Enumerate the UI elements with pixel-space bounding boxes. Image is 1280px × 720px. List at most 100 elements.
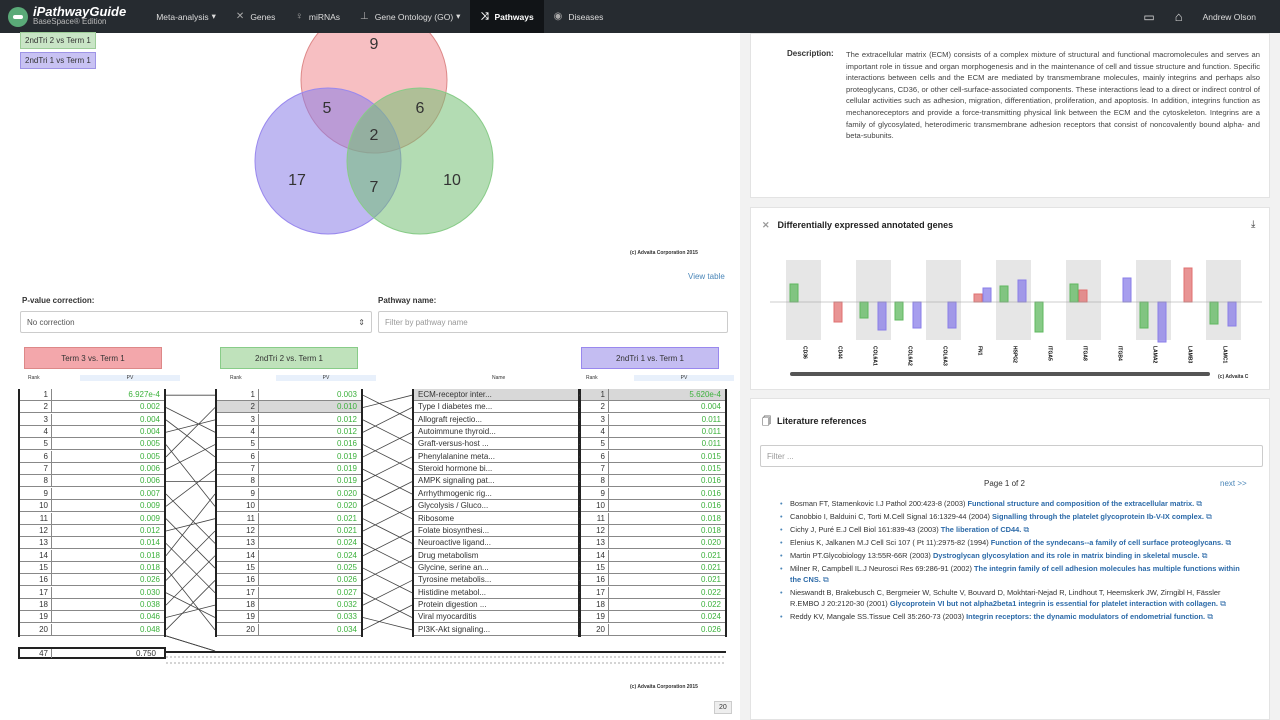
table-row[interactable]: 11 0.009 — [20, 512, 164, 525]
table-row[interactable]: 10 0.016 — [581, 500, 725, 513]
reference-title-link[interactable]: Integrin receptors: the dynamic modulato… — [966, 612, 1206, 621]
pathway-row[interactable]: Allograft rejectio... — [414, 414, 578, 426]
external-link-icon[interactable]: ⧉ — [1203, 512, 1212, 521]
pathway-row[interactable]: Arrhythmogenic rig... — [414, 488, 578, 500]
table-row[interactable]: 18 0.032 — [217, 598, 361, 611]
table-row[interactable]: 17 0.027 — [217, 586, 361, 599]
table-row[interactable]: 17 0.030 — [20, 586, 164, 599]
gene-bar[interactable] — [1227, 301, 1237, 327]
table-row[interactable]: 10 0.020 — [217, 500, 361, 513]
table-row[interactable]: 20 0.034 — [217, 623, 361, 636]
table-row[interactable]: 16 0.026 — [217, 574, 361, 587]
pathway-row[interactable]: Tyrosine metabolis... — [414, 574, 578, 587]
table-row[interactable]: 6 0.019 — [217, 450, 361, 463]
pathway-row[interactable]: Autoimmune thyroid... — [414, 426, 578, 439]
table-row[interactable]: 19 0.024 — [581, 611, 725, 624]
table-row[interactable]: 11 0.018 — [581, 512, 725, 525]
pathway-row[interactable]: Glycine, serine an... — [414, 562, 578, 574]
table-row[interactable]: 15 0.021 — [581, 561, 725, 574]
name-label[interactable]: Name — [492, 375, 506, 381]
table-row[interactable]: 2 0.010 — [217, 401, 361, 414]
table-row[interactable]: 11 0.021 — [217, 512, 361, 525]
table-row[interactable]: 9 0.016 — [581, 487, 725, 500]
table-row[interactable]: 4 0.004 — [20, 426, 164, 439]
table-row[interactable]: 17 0.022 — [581, 586, 725, 599]
pathway-row[interactable]: Type I diabetes me... — [414, 401, 578, 414]
nav-gene-ontology[interactable]: ⊥ Gene Ontology (GO) ▾ — [350, 0, 470, 33]
table-row[interactable]: 7 0.015 — [581, 463, 725, 476]
table-row[interactable]: 1 6.927e-4 — [20, 389, 164, 401]
table-row[interactable]: 15 0.018 — [20, 561, 164, 574]
reference-title-link[interactable]: The integrin family of cell adhesion mol… — [790, 564, 1240, 584]
table-row[interactable]: 16 0.021 — [581, 574, 725, 587]
messages-icon[interactable]: ▭ — [1143, 9, 1155, 24]
pathway-row[interactable]: PI3K-Akt signaling... — [414, 624, 578, 636]
table-row[interactable]: 18 0.022 — [581, 598, 725, 611]
table-row[interactable]: 1 0.003 — [217, 389, 361, 401]
user-menu[interactable]: Andrew Olson — [1193, 0, 1280, 33]
rank-label[interactable]: Rank — [586, 375, 598, 381]
external-link-icon[interactable]: ⧉ — [1021, 525, 1030, 534]
table-row[interactable]: 1 5.620e-4 — [581, 389, 725, 401]
table-row[interactable]: 8 0.016 — [581, 475, 725, 488]
nav-mirnas[interactable]: ♀ miRNAs — [285, 0, 350, 33]
table-row[interactable]: 8 0.019 — [217, 475, 361, 488]
table-row[interactable]: 12 0.012 — [20, 524, 164, 537]
rank-label[interactable]: Rank — [28, 375, 40, 381]
external-link-icon[interactable]: ⧉ — [1217, 599, 1226, 608]
page-size-badge[interactable]: 20 — [714, 701, 732, 714]
pv-label[interactable]: PV — [80, 375, 180, 381]
nav-pathways[interactable]: ⤨ Pathways — [470, 0, 544, 33]
pathway-row[interactable]: Graft-versus-host ... — [414, 438, 578, 451]
table-row[interactable]: 19 0.033 — [217, 611, 361, 624]
pathway-name-input[interactable]: Filter by pathway name — [378, 311, 728, 333]
gene-bar[interactable] — [789, 283, 799, 303]
gene-bar[interactable] — [1209, 301, 1219, 325]
table-row[interactable]: 3 0.012 — [217, 413, 361, 426]
app-logo[interactable]: iPathwayGuide BaseSpace® Edition — [0, 0, 134, 33]
external-link-icon[interactable]: ⧉ — [820, 575, 829, 584]
table-row[interactable]: 20 0.048 — [20, 623, 164, 636]
external-link-icon[interactable]: ⧉ — [1205, 612, 1214, 621]
table-row[interactable]: 4 0.012 — [217, 426, 361, 439]
table-row[interactable]: 18 0.038 — [20, 598, 164, 611]
table-row[interactable]: 2 0.004 — [581, 401, 725, 414]
table-row[interactable]: 13 0.020 — [581, 537, 725, 550]
table-row[interactable]: 4 0.011 — [581, 426, 725, 439]
table-row[interactable]: 7 0.006 — [20, 463, 164, 476]
gene-bar[interactable] — [833, 301, 843, 323]
table-row[interactable]: 6 0.005 — [20, 450, 164, 463]
header-term3[interactable]: Term 3 vs. Term 1 — [24, 347, 162, 369]
table-row[interactable]: 13 0.024 — [217, 537, 361, 550]
table-row[interactable]: 5 0.011 — [581, 438, 725, 451]
header-2ndtri1[interactable]: 2ndTri 1 vs. Term 1 — [581, 347, 719, 369]
gene-bar[interactable] — [947, 301, 957, 329]
table-row[interactable]: 15 0.025 — [217, 561, 361, 574]
pathway-row[interactable]: Folate biosynthesi... — [414, 525, 578, 537]
gene-bar[interactable] — [1139, 301, 1149, 329]
nav-genes[interactable]: ✕ Genes — [226, 0, 285, 33]
table-row[interactable]: 6 0.015 — [581, 450, 725, 463]
table-row[interactable]: 8 0.006 — [20, 475, 164, 488]
pathway-row[interactable]: AMPK signaling pat... — [414, 475, 578, 488]
table-row[interactable]: 12 0.021 — [217, 524, 361, 537]
gene-bar[interactable] — [1183, 267, 1193, 303]
reference-title-link[interactable]: Functional structure and composition of … — [967, 499, 1195, 508]
table-row[interactable]: 3 0.011 — [581, 413, 725, 426]
table-row[interactable]: 2 0.002 — [20, 401, 164, 414]
pathway-row[interactable]: Viral myocarditis — [414, 611, 578, 624]
table-row[interactable]: 5 0.005 — [20, 438, 164, 451]
gene-bar[interactable] — [999, 285, 1009, 303]
table-row[interactable]: 14 0.024 — [217, 549, 361, 562]
table-row[interactable]: 16 0.026 — [20, 574, 164, 587]
pathway-row[interactable]: Neuroactive ligand... — [414, 537, 578, 550]
pathway-row[interactable]: Protein digestion ... — [414, 599, 578, 611]
nav-meta-analysis[interactable]: Meta-analysis ▾ — [146, 0, 226, 33]
gene-bar[interactable] — [1078, 289, 1088, 303]
table-row[interactable]: 9 0.020 — [217, 487, 361, 500]
nav-diseases[interactable]: ◉ Diseases — [544, 0, 614, 33]
table-row[interactable]: 9 0.007 — [20, 487, 164, 500]
gene-bar[interactable] — [1122, 277, 1132, 303]
pathway-row[interactable]: Steroid hormone bi... — [414, 463, 578, 476]
pv-label[interactable]: PV — [634, 375, 734, 381]
